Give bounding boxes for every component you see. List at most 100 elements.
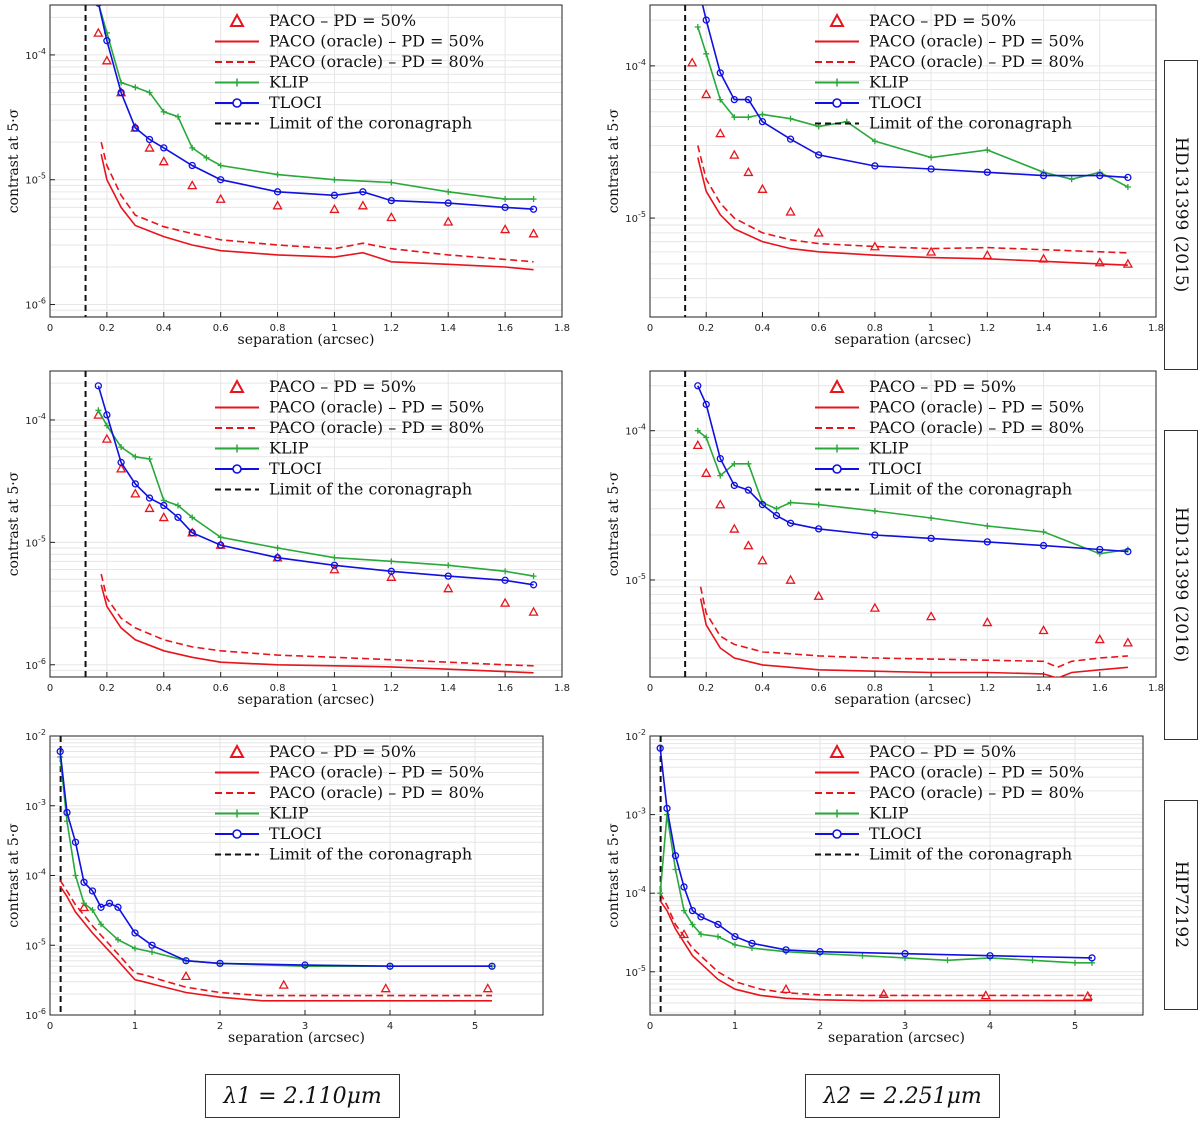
data-point-triangle bbox=[687, 57, 698, 67]
y-tick-label: 10-6 bbox=[25, 657, 46, 672]
legend-label: PACO (oracle) – PD = 50% bbox=[269, 398, 484, 417]
y-tick-label: 10-4 bbox=[25, 412, 46, 427]
y-tick-label: 10-5 bbox=[25, 937, 46, 952]
data-point-plus bbox=[681, 907, 687, 914]
legend-swatch-circle bbox=[832, 829, 842, 839]
data-point-triangle bbox=[144, 142, 155, 152]
data-point-plus bbox=[871, 507, 878, 514]
legend-label: PACO (oracle) – PD = 80% bbox=[869, 418, 1084, 437]
x-tick-label: 1 bbox=[732, 1021, 738, 1032]
data-point-circle bbox=[731, 932, 739, 941]
data-point-triangle bbox=[528, 228, 539, 238]
legend-label: PACO (oracle) – PD = 50% bbox=[869, 763, 1084, 782]
legend-label: KLIP bbox=[869, 73, 909, 92]
data-point-plus bbox=[787, 115, 794, 122]
x-tick-label: 0 bbox=[47, 1021, 53, 1032]
data-point-circle bbox=[217, 176, 225, 184]
data-point-circle bbox=[730, 95, 738, 104]
data-point-circle bbox=[387, 196, 395, 205]
y-tick-label: 10-3 bbox=[625, 807, 646, 822]
data-point-circle bbox=[772, 511, 781, 520]
series-line-paco-oracle-pd-80 bbox=[100, 142, 534, 263]
x-tick-label: 0.8 bbox=[270, 323, 286, 334]
data-point-plus bbox=[331, 554, 338, 561]
data-point-plus bbox=[787, 499, 794, 506]
y-tick-label: 10-5 bbox=[25, 534, 46, 549]
data-point-circle bbox=[80, 878, 88, 886]
data-point-plus bbox=[388, 558, 395, 565]
data-point-triangle bbox=[144, 502, 155, 513]
legend-swatch-circle bbox=[832, 98, 842, 108]
data-point-circle bbox=[103, 37, 111, 45]
legend-label: KLIP bbox=[269, 804, 309, 823]
legend-label: Limit of the coronagraph bbox=[869, 845, 1072, 864]
series-line-paco-oracle-pd-80 bbox=[59, 879, 492, 997]
x-tick-label: 1.4 bbox=[440, 683, 456, 694]
y-axis-label: contrast at 5·σ bbox=[606, 823, 622, 928]
x-tick-label: 1.2 bbox=[979, 683, 995, 694]
series-line-tloci bbox=[98, 5, 534, 210]
data-point-triangle bbox=[357, 200, 368, 210]
legend-label: TLOCI bbox=[869, 459, 922, 478]
data-point-plus bbox=[274, 171, 281, 178]
data-point-circle bbox=[815, 151, 823, 159]
x-tick-label: 1.6 bbox=[497, 683, 513, 694]
data-point-triangle bbox=[93, 27, 104, 37]
plot-frame bbox=[649, 4, 1157, 318]
data-point-plus bbox=[331, 176, 338, 183]
y-tick-label: 10-4 bbox=[25, 47, 46, 62]
legend-label: PACO (oracle) – PD = 50% bbox=[869, 398, 1084, 417]
data-point-plus bbox=[502, 568, 509, 575]
x-tick-label: 0.6 bbox=[213, 323, 229, 334]
data-point-circle bbox=[1124, 547, 1132, 556]
data-point-plus bbox=[657, 890, 664, 897]
data-point-circle bbox=[103, 411, 111, 419]
data-point-plus bbox=[1068, 176, 1075, 183]
data-point-circle bbox=[182, 957, 190, 965]
x-tick-label: 5 bbox=[472, 1021, 478, 1032]
chart-panel-1: 0 0.2 0.4 0.6 0.8 1 1.2 1.4 1.6 1.8 10-6 10-5 10-4 se… bbox=[6, 4, 570, 348]
data-point-triangle bbox=[701, 467, 712, 477]
y-axis-label: contrast at 5·σ bbox=[6, 471, 22, 576]
series-line-paco-oracle-pd-50 bbox=[697, 157, 1128, 266]
legend-label: PACO – PD = 50% bbox=[269, 11, 416, 30]
y-tick-label: 10-5 bbox=[625, 210, 646, 225]
data-point-plus bbox=[189, 144, 196, 151]
column-label-lambda1: λ1 = 2.110μm bbox=[205, 1074, 400, 1118]
chart-panel-6: 0 1 2 3 4 5 10-5 10-4 10-3 10-2 separation (arcsec… bbox=[606, 728, 1144, 1046]
x-tick-label: 0 bbox=[647, 323, 653, 334]
legend-swatch-triangle bbox=[229, 378, 245, 393]
y-tick-label: 10-5 bbox=[25, 172, 46, 187]
legend-swatch-triangle bbox=[829, 12, 845, 27]
data-point-triangle bbox=[813, 227, 824, 237]
data-point-circle bbox=[63, 808, 71, 817]
data-point-circle bbox=[148, 941, 156, 949]
series-line-paco-oracle-pd-80 bbox=[100, 573, 534, 667]
chart-panel-5: 0 1 2 3 4 5 10-6 10-5 10-4 10-3 10-2 separation (ar… bbox=[6, 728, 544, 1046]
y-tick-label: 10-4 bbox=[625, 423, 646, 438]
data-point-circle bbox=[702, 400, 710, 409]
data-point-triangle bbox=[386, 211, 397, 222]
data-point-plus bbox=[1072, 959, 1078, 966]
data-point-triangle bbox=[1038, 624, 1049, 635]
data-point-circle bbox=[815, 525, 823, 533]
data-point-triangle bbox=[813, 590, 824, 600]
x-tick-label: 0.4 bbox=[156, 323, 172, 334]
data-point-circle bbox=[927, 534, 935, 543]
plot-area bbox=[56, 736, 496, 1015]
x-axis-label: separation (arcsec) bbox=[238, 332, 375, 348]
data-point-circle bbox=[273, 188, 282, 196]
series-line-tloci bbox=[97, 385, 534, 586]
data-point-circle bbox=[716, 69, 724, 77]
legend-label: KLIP bbox=[869, 804, 909, 823]
data-point-plus bbox=[146, 455, 153, 462]
data-point-circle bbox=[748, 939, 756, 947]
column-label-lambda2: λ2 = 2.251μm bbox=[805, 1074, 1000, 1118]
series-line-klip bbox=[659, 814, 1092, 964]
x-tick-label: 1.6 bbox=[1092, 323, 1108, 334]
legend: PACO – PD = 50% PACO (oracle) – PD = 50%P… bbox=[815, 742, 1084, 864]
x-tick-label: 1.6 bbox=[497, 323, 513, 334]
legend-swatch-triangle bbox=[229, 12, 245, 27]
legend: PACO – PD = 50% PACO (oracle) – PD = 50%P… bbox=[215, 742, 484, 864]
data-point-triangle bbox=[926, 246, 937, 256]
